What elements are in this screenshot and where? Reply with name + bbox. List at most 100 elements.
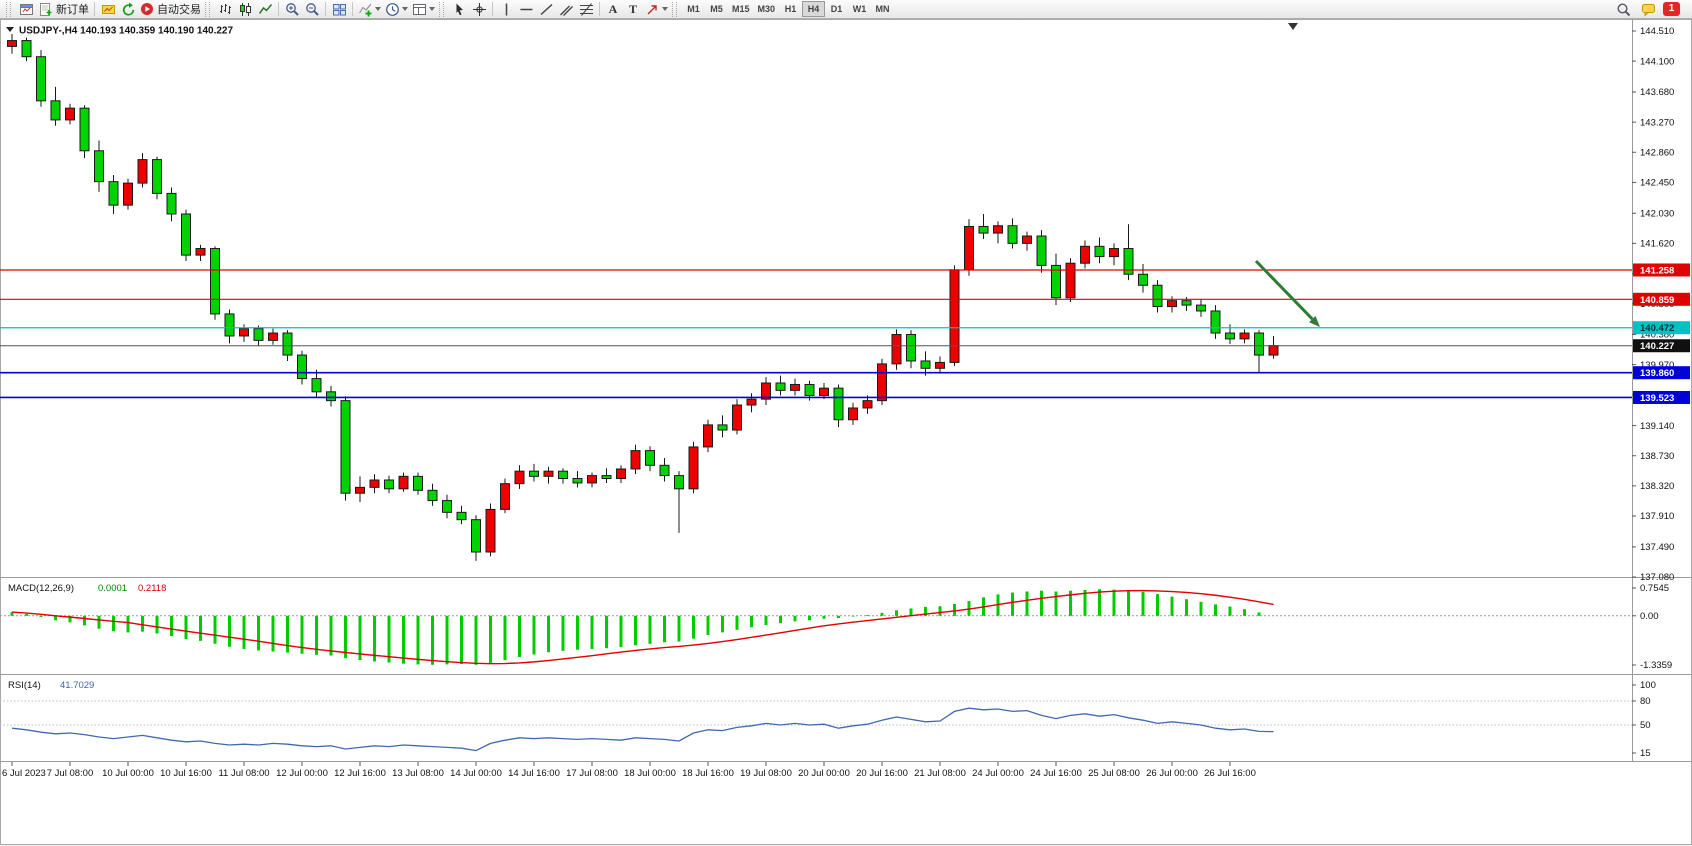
- horizontal-line-tool-icon[interactable]: [516, 1, 536, 18]
- time-axis-label: 20 Jul 00:00: [798, 768, 850, 779]
- chart-window-icon[interactable]: [16, 1, 36, 18]
- autotrading-button[interactable]: 自动交易: [138, 1, 203, 18]
- time-axis-label: 12 Jul 00:00: [276, 768, 328, 779]
- candle-bull: [848, 407, 858, 421]
- rsi-axis-label: 80: [1640, 696, 1651, 707]
- search-icon[interactable]: [1613, 1, 1633, 18]
- toolbar-grip[interactable]: [672, 1, 677, 17]
- time-axis-label: 14 Jul 00:00: [450, 768, 502, 779]
- candle-bear: [775, 382, 786, 391]
- crosshair-icon[interactable]: [469, 1, 489, 18]
- text-tool-icon[interactable]: A: [603, 1, 623, 18]
- toolbar-grip[interactable]: [6, 1, 11, 17]
- candle-bear: [413, 475, 423, 491]
- trendline-tool-icon[interactable]: [536, 1, 556, 18]
- macd-axis-label: 0.00: [1640, 611, 1659, 622]
- candle-bull: [688, 446, 699, 490]
- label-tool-icon[interactable]: T: [623, 1, 643, 18]
- arrow-annotation[interactable]: [1254, 259, 1314, 321]
- refresh-icon[interactable]: [118, 1, 138, 18]
- candle-bear: [36, 56, 46, 102]
- price-tick-label: 140.380: [1640, 330, 1674, 341]
- price-tick-label: 139.970: [1640, 360, 1674, 371]
- candle-bull: [268, 332, 278, 341]
- candle-bear: [529, 470, 539, 477]
- timeframe-H4[interactable]: H4: [802, 1, 826, 17]
- candle-bear: [94, 150, 104, 183]
- charts-list-icon[interactable]: [98, 1, 118, 18]
- time-axis-label: 13 Jul 08:00: [392, 768, 444, 779]
- rsi-axis-label: 100: [1640, 680, 1656, 691]
- channel-tool-icon[interactable]: [556, 1, 576, 18]
- candle-bull: [1109, 248, 1119, 258]
- time-axis-label: 7 Jul 08:00: [47, 768, 93, 779]
- chart-shift-marker[interactable]: [1288, 23, 1298, 30]
- timeframe-W1[interactable]: W1: [848, 1, 871, 17]
- price-tick-label: 142.030: [1640, 208, 1674, 219]
- candle-bull: [1065, 262, 1076, 299]
- candle-bear: [1123, 248, 1134, 275]
- price-tick-label: 138.320: [1640, 481, 1674, 492]
- arrows-tool-icon[interactable]: [643, 1, 670, 18]
- candle-bull: [862, 400, 873, 409]
- time-axis-label: 18 Jul 00:00: [624, 768, 676, 779]
- notification-badge[interactable]: 1: [1663, 2, 1680, 16]
- timeframe-M15[interactable]: M15: [728, 1, 754, 17]
- rsi-value: 41.7029: [60, 680, 94, 691]
- time-axis-label: 6 Jul 2023: [2, 768, 46, 779]
- candle-bull: [1167, 300, 1177, 308]
- fibonacci-tool-icon[interactable]: [576, 1, 596, 18]
- candle-bull: [746, 398, 757, 406]
- timeframe-M30[interactable]: M30: [754, 1, 780, 17]
- candle-bear: [1254, 332, 1264, 356]
- autotrading-label: 自动交易: [157, 4, 201, 16]
- candle-bear: [311, 378, 322, 393]
- candle-bear: [1210, 310, 1221, 334]
- candlestick-chart-icon[interactable]: [235, 1, 255, 18]
- macd-value-signal: 0.2118: [138, 583, 166, 594]
- time-axis-label: 14 Jul 16:00: [508, 768, 560, 779]
- candle-bull: [398, 475, 409, 490]
- candle-bear: [1225, 332, 1235, 340]
- toolbar-grip[interactable]: [439, 1, 444, 17]
- chat-icon[interactable]: [1638, 1, 1658, 18]
- time-axis-label: 20 Jul 16:00: [856, 768, 908, 779]
- zoom-in-icon[interactable]: [282, 1, 302, 18]
- timeframe-H1[interactable]: H1: [779, 1, 802, 17]
- price-line-badge: [1633, 390, 1690, 404]
- candle-bear: [920, 360, 931, 369]
- timeframe-MN[interactable]: MN: [871, 1, 894, 17]
- candle-bear: [152, 159, 162, 194]
- chart-area[interactable]: 144.510 144.100 143.680 143.270 142.860 142.4…: [0, 19, 1692, 845]
- timeframe-D1[interactable]: D1: [825, 1, 848, 17]
- line-chart-icon[interactable]: [255, 1, 275, 18]
- price-line-badge: [1633, 366, 1690, 380]
- rsi-axis-label: 50: [1640, 720, 1651, 731]
- macd-title: MACD(12,26,9): [8, 583, 74, 594]
- candle-bull: [7, 40, 17, 47]
- candle-bull: [195, 248, 206, 256]
- cursor-icon[interactable]: [449, 1, 469, 18]
- candle-bull: [935, 361, 945, 369]
- candle-bull: [790, 383, 800, 391]
- indicators-icon[interactable]: [356, 1, 383, 18]
- time-axis-label: 11 Jul 08:00: [218, 768, 269, 779]
- vertical-line-tool-icon[interactable]: [496, 1, 516, 18]
- tile-windows-icon[interactable]: [329, 1, 349, 18]
- candle-bull: [616, 468, 626, 480]
- ohlc-dropdown-icon[interactable]: [6, 27, 14, 32]
- templates-icon[interactable]: [410, 1, 437, 18]
- bar-chart-icon[interactable]: [215, 1, 235, 18]
- candle-bear: [572, 478, 583, 484]
- new-order-button[interactable]: 新订单: [36, 1, 91, 18]
- timeframe-M5[interactable]: M5: [705, 1, 728, 17]
- timeframe-M1[interactable]: M1: [682, 1, 705, 17]
- price-line-badge: [1633, 263, 1690, 277]
- candle-bear: [978, 225, 989, 234]
- candle-bear: [456, 511, 467, 521]
- toolbar-grip[interactable]: [205, 1, 210, 17]
- price-line-badge: [1633, 292, 1690, 306]
- zoom-out-icon[interactable]: [302, 1, 322, 18]
- periods-icon[interactable]: [383, 1, 410, 18]
- candle-bear: [717, 424, 728, 431]
